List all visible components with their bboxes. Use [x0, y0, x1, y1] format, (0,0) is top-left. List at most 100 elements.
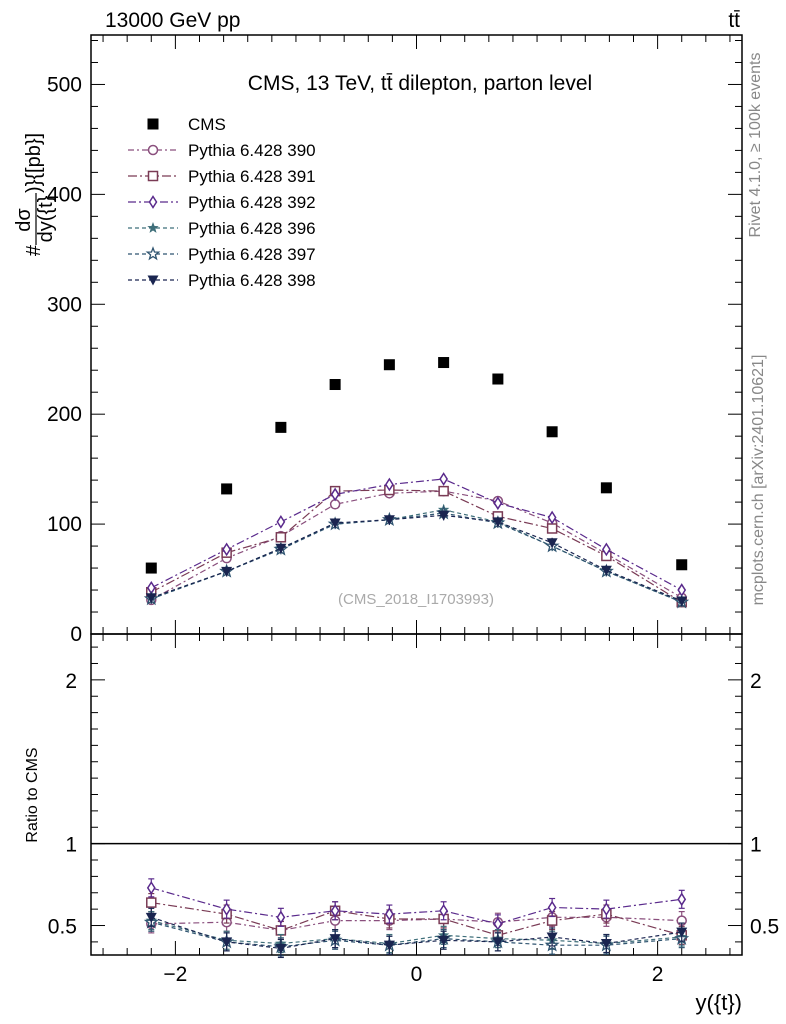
data-point-p398 — [221, 566, 233, 577]
data-point-cms — [676, 559, 688, 571]
ratio-series-p398 — [145, 907, 688, 959]
legend-label: Pythia 6.428 396 — [188, 219, 316, 238]
ratio-point-p398 — [329, 934, 341, 945]
ratio-line-p398 — [151, 916, 682, 950]
ratio-line-p396 — [151, 920, 682, 945]
ratio-point-p398 — [221, 937, 233, 948]
series-line-p391 — [151, 489, 683, 603]
legend-entry-p390: Pythia 6.428 390 — [128, 141, 316, 160]
ylabel-prefix: # — [23, 244, 45, 256]
ratio-point-p392 — [601, 902, 611, 917]
ratio-series — [143, 878, 690, 959]
ratio-point-p398 — [492, 937, 504, 948]
data-point-p398 — [676, 596, 688, 607]
data-point-p398 — [600, 565, 612, 576]
ylabel-main: # dσ dy({t} )}{[pb}] — [13, 133, 57, 256]
series-cms — [145, 357, 688, 574]
chart-title: CMS, 13 TeV, tt̄ dilepton, parton level — [248, 72, 592, 95]
ratio-point-p392 — [547, 900, 557, 915]
ratio-point-p392 — [439, 903, 449, 918]
ratio-ticks: 0.5 0.5 1 1 2 2 −2 0 2 — [48, 634, 779, 986]
data-point-cms — [546, 426, 558, 438]
ratio-point-p391 — [546, 915, 558, 926]
y-tick-label: 400 — [47, 183, 82, 206]
data-point-p392 — [276, 514, 286, 529]
ratio-y-tick-label: 2 — [65, 670, 77, 693]
legend-entry-p397: Pythia 6.428 397 — [128, 245, 316, 264]
legend-entry-p391: Pythia 6.428 391 — [128, 167, 316, 186]
legend-entry-p396: Pythia 6.428 396 — [128, 219, 316, 238]
ratio-panel: 0.5 0.5 1 1 2 2 −2 0 2 — [48, 633, 779, 986]
source-label: mcplots.cern.ch [arXiv:2401.10621] — [750, 355, 767, 606]
ratio-point-p392 — [222, 902, 232, 917]
energy-label: 13000 GeV pp — [105, 9, 240, 32]
series-line-p390 — [151, 490, 683, 601]
series-line-p398 — [151, 514, 682, 602]
ratio-point-p398 — [145, 912, 157, 923]
data-point-p392 — [222, 542, 232, 557]
main-series — [143, 357, 690, 609]
ratio-point-p392 — [146, 880, 156, 895]
legend-entry-p398: Pythia 6.428 398 — [128, 271, 316, 290]
ratio-point-p392 — [384, 907, 394, 921]
ratio-y-tick-label-right: 0.5 — [750, 916, 779, 939]
data-point-p391 — [275, 532, 287, 543]
ratio-line-p390 — [151, 916, 682, 932]
data-point-p391 — [438, 485, 449, 497]
ratio-series-p392 — [146, 878, 687, 934]
watermark: (CMS_2018_I1703993) — [338, 591, 494, 608]
data-point-cms — [275, 421, 287, 433]
ratio-y-tick-label: 1 — [65, 834, 77, 857]
ratio-line-p397 — [151, 921, 682, 948]
data-point-cms — [438, 357, 450, 369]
ratio-point-p398 — [600, 939, 612, 950]
legend-entry-cms: CMS — [147, 115, 226, 134]
data-point-cms — [221, 483, 233, 495]
data-point-p398 — [329, 518, 341, 529]
legend-label: Pythia 6.428 392 — [188, 193, 316, 212]
data-point-p398 — [275, 543, 287, 554]
ylabel-denominator: dy({t} — [35, 195, 57, 242]
data-point-p398 — [383, 515, 395, 526]
ratio-point-p391 — [146, 897, 157, 908]
series-line-p396 — [151, 509, 682, 603]
legend-marker-p397 — [145, 246, 161, 261]
data-point-p392 — [601, 542, 611, 557]
data-point-p392 — [384, 477, 394, 492]
y-tick-label: 0 — [70, 623, 82, 646]
ratio-line-p392 — [151, 887, 682, 925]
data-point-cms — [329, 379, 341, 391]
data-point-cms — [145, 562, 157, 574]
ratio-line-p391 — [151, 902, 682, 936]
x-axis-title: y({t}) — [696, 990, 742, 1015]
ratio-y-tick-label-right: 1 — [750, 834, 762, 857]
data-point-p391 — [546, 523, 558, 534]
ratio-point-p392 — [276, 910, 286, 925]
series-line-p397 — [151, 512, 682, 603]
x-tick-label: −2 — [163, 963, 187, 986]
y-tick-label: 100 — [47, 513, 82, 536]
data-point-cms — [492, 373, 504, 385]
ratio-point-p398 — [438, 935, 450, 946]
ratio-y-tick-label-right: 2 — [750, 670, 762, 693]
data-point-cms — [383, 359, 395, 371]
legend-marker-p391 — [147, 170, 159, 182]
data-point-p398 — [492, 517, 504, 528]
ratio-point-p398 — [275, 943, 287, 954]
ylabel-numerator: dσ — [13, 208, 35, 232]
x-tick-label: 2 — [652, 963, 664, 986]
process-label: tt̄ — [728, 9, 740, 32]
data-point-p398 — [438, 510, 450, 521]
ratio-point-p392 — [330, 903, 340, 918]
x-tick-label: 0 — [411, 963, 423, 986]
legend: CMS Pythia 6.428 390 Pythia 6.428 391 Pythi… — [128, 115, 316, 290]
legend-label: CMS — [188, 115, 226, 134]
y-tick-label: 300 — [47, 293, 82, 316]
data-point-p392 — [547, 510, 557, 525]
legend-marker-p396 — [147, 222, 159, 233]
data-point-p392 — [493, 496, 503, 511]
main-ticks: 0 100 200 300 400 500 — [47, 35, 742, 646]
ratio-point-p398 — [676, 927, 688, 938]
data-point-p392 — [330, 487, 340, 502]
